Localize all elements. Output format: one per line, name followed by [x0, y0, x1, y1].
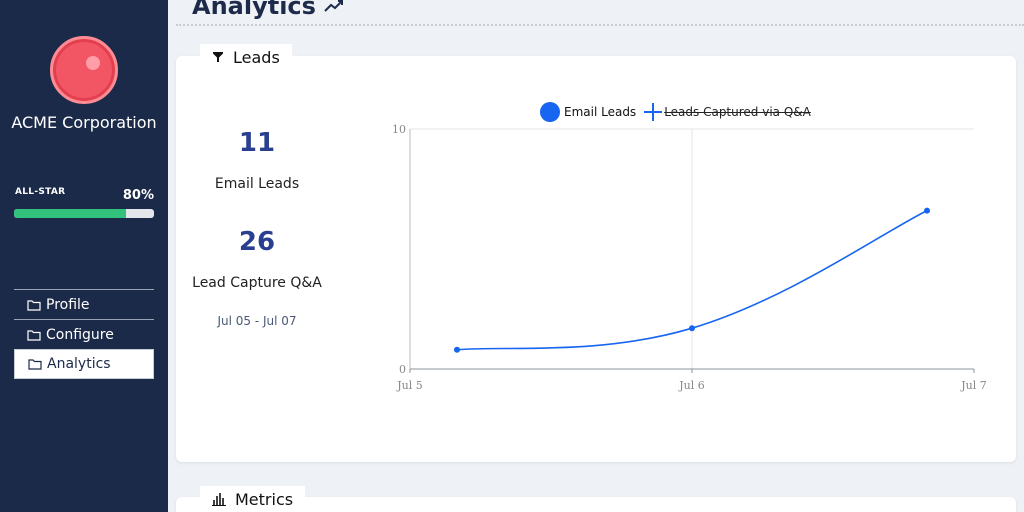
qa-leads-count: 26 [238, 227, 276, 257]
x-tick-label: Jul 5 [396, 379, 423, 392]
x-tick-label: Jul 6 [678, 379, 705, 392]
funnel-icon [213, 52, 223, 62]
metrics-card [176, 497, 1016, 512]
tab-metrics-label: Metrics [235, 489, 294, 509]
sidebar-item-label: Profile [46, 296, 90, 313]
tab-metrics[interactable]: Metrics [200, 486, 306, 512]
tab-leads[interactable]: Leads [200, 44, 292, 70]
company-logo [50, 36, 118, 104]
legend-marker-qa [644, 103, 663, 121]
date-range: Jul 05 - Jul 07 [217, 314, 297, 328]
legend-item-email-leads[interactable]: Email Leads [564, 105, 637, 119]
data-point [689, 325, 695, 332]
legend-item-qa-leads[interactable]: Leads Captured via Q&A [664, 105, 811, 119]
sidebar-item-analytics[interactable]: Analytics [14, 349, 154, 379]
sidebar-item-label: Analytics [47, 356, 111, 372]
company-name: ACME Corporation [11, 113, 157, 132]
y-tick-label: 10 [392, 123, 406, 136]
qa-leads-label: Lead Capture Q&A [192, 275, 322, 291]
email-leads-count: 11 [238, 128, 276, 158]
tier-progress-bar [14, 209, 154, 218]
page-title-text: Analytics [192, 0, 316, 20]
folder-icon [27, 299, 41, 311]
folder-icon [27, 329, 41, 341]
sidebar-item-configure[interactable]: Configure [14, 319, 154, 349]
tier-label: ALL-STAR [15, 187, 66, 197]
chart-legend: Email Leads Leads Captured via Q&A [540, 102, 811, 122]
tab-leads-label: Leads [233, 47, 280, 67]
folder-icon [28, 359, 42, 370]
sidebar-item-profile[interactable]: Profile [14, 289, 154, 319]
tier-progress-fill [14, 209, 126, 218]
bar-chart-icon [212, 493, 226, 506]
sidebar: ACME Corporation ALL-STAR 80% Profile Co… [0, 0, 168, 512]
data-point [924, 207, 930, 214]
leads-line-chart: 0 10 Jul 5 Jul 6 Jul 7 [392, 123, 987, 392]
y-tick-label: 0 [399, 363, 406, 376]
page-title: Analytics [192, 0, 344, 20]
sidebar-item-label: Configure [46, 326, 114, 343]
tier-percent: 80% [122, 188, 154, 203]
trend-line-icon [324, 0, 343, 12]
x-tick-label: Jul 7 [960, 379, 987, 392]
email-leads-label: Email Leads [214, 176, 300, 192]
title-divider [176, 24, 1024, 26]
legend-marker-email [540, 102, 560, 122]
sidebar-nav: Profile Configure Analytics [14, 289, 154, 379]
data-point [454, 346, 460, 353]
leads-card [176, 56, 1016, 462]
